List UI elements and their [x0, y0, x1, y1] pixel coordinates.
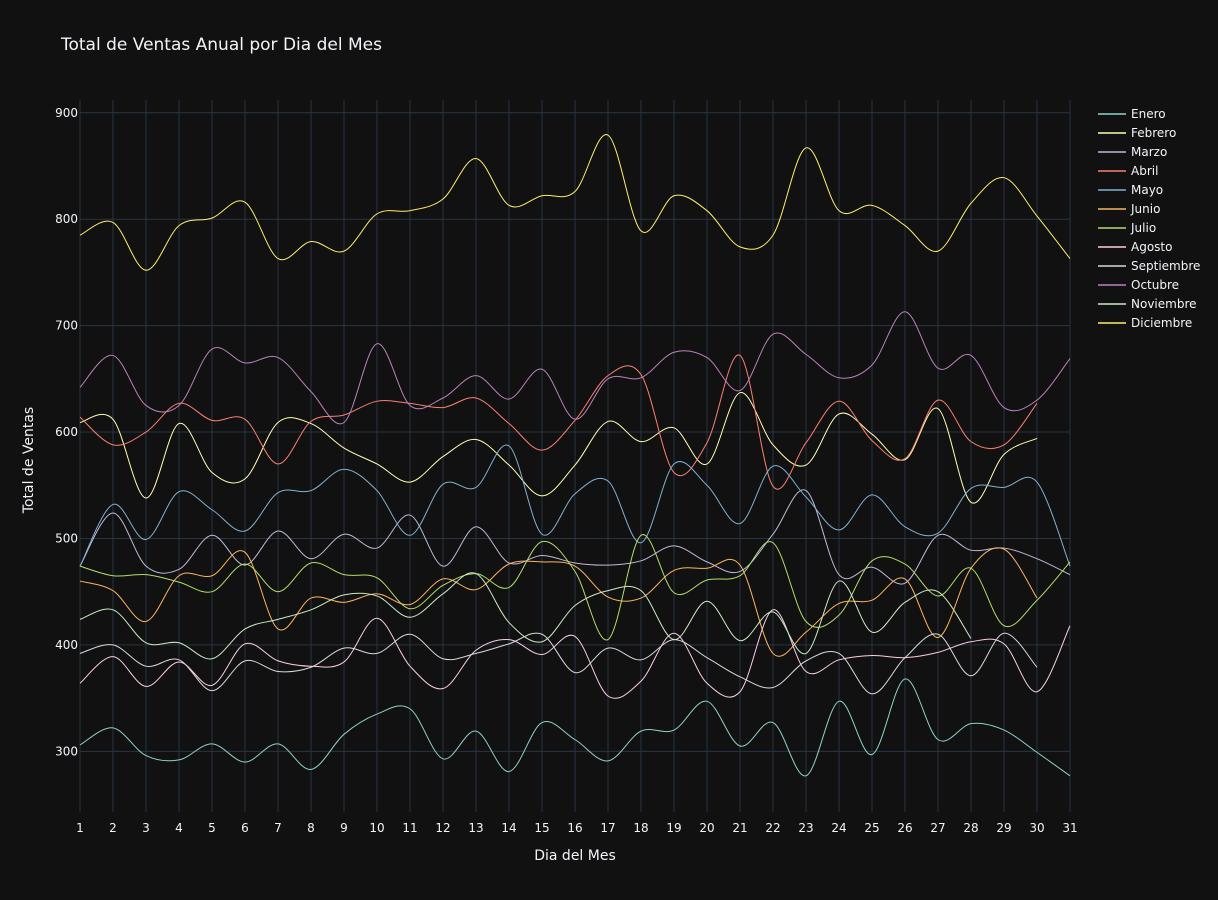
x-tick-label: 11 — [402, 821, 417, 835]
y-tick-label: 300 — [55, 744, 78, 758]
legend-label: Octubre — [1131, 278, 1179, 292]
x-tick-label: 6 — [241, 821, 249, 835]
series-line-diciembre — [79, 134, 1071, 271]
x-tick-label: 2 — [109, 821, 117, 835]
legend-label: Marzo — [1131, 145, 1167, 159]
series-line-julio — [79, 534, 1071, 641]
x-axis-ticks: 1 2 3 4 5 6 7 8 9 10 11 12 13 14 15 16 17 18 19 20 21 22 23 24 2… — [76, 821, 1077, 835]
legend-label: Agosto — [1131, 240, 1172, 254]
x-tick-label: 27 — [930, 821, 945, 835]
x-tick-label: 29 — [996, 821, 1011, 835]
legend-label: Septiembre — [1131, 259, 1200, 273]
x-tick-label: 20 — [699, 821, 714, 835]
series-line-octubre — [79, 311, 1071, 425]
legend-label: Mayo — [1131, 183, 1163, 197]
x-tick-label: 15 — [534, 821, 549, 835]
y-tick-label: 400 — [55, 638, 78, 652]
chart-title: Total de Ventas Anual por Dia del Mes — [60, 35, 382, 55]
series-line-marzo — [79, 489, 1071, 585]
x-tick-label: 9 — [340, 821, 348, 835]
legend-item-abril[interactable]: Abril — [1098, 164, 1158, 178]
legend-item-octubre[interactable]: Octubre — [1098, 278, 1179, 292]
legend-label: Junio — [1130, 202, 1160, 216]
x-tick-label: 16 — [567, 821, 582, 835]
series-line-noviembre — [79, 572, 972, 660]
legend-item-febrero[interactable]: Febrero — [1098, 126, 1176, 140]
legend-item-junio[interactable]: Junio — [1098, 202, 1160, 216]
legend-label: Enero — [1131, 107, 1166, 121]
x-tick-label: 19 — [666, 821, 681, 835]
x-tick-label: 4 — [175, 821, 183, 835]
x-tick-label: 31 — [1062, 821, 1077, 835]
x-tick-label: 25 — [864, 821, 879, 835]
x-tick-label: 12 — [435, 821, 450, 835]
y-tick-label: 900 — [55, 106, 78, 120]
y-axis-ticks: 300 400 500 600 700 800 900 — [55, 106, 78, 759]
y-tick-label: 700 — [55, 319, 78, 333]
x-tick-label: 28 — [963, 821, 978, 835]
legend-label: Noviembre — [1131, 297, 1197, 311]
series-line-abril — [79, 354, 1038, 490]
x-tick-label: 22 — [765, 821, 780, 835]
legend-item-septiembre[interactable]: Septiembre — [1098, 259, 1200, 273]
legend: Enero Febrero Marzo Abril Mayo Junio Julio Agos… — [1098, 107, 1200, 330]
legend-label: Abril — [1131, 164, 1158, 178]
x-tick-label: 7 — [274, 821, 282, 835]
x-tick-label: 23 — [798, 821, 813, 835]
x-tick-label: 5 — [208, 821, 216, 835]
series-line-febrero — [79, 392, 1038, 504]
series-line-enero — [79, 678, 1071, 777]
y-tick-label: 600 — [55, 425, 78, 439]
x-tick-label: 30 — [1029, 821, 1044, 835]
x-tick-label: 24 — [831, 821, 846, 835]
legend-label: Diciembre — [1131, 316, 1192, 330]
series-line-mayo — [79, 444, 1071, 567]
x-tick-label: 1 — [76, 821, 84, 835]
x-tick-label: 10 — [369, 821, 384, 835]
grid-layer — [79, 100, 1071, 812]
series-line-junio — [79, 547, 1038, 657]
series-line-septiembre — [79, 632, 1038, 695]
legend-item-enero[interactable]: Enero — [1098, 107, 1166, 121]
x-tick-label: 18 — [633, 821, 648, 835]
legend-label: Julio — [1130, 221, 1156, 235]
legend-item-mayo[interactable]: Mayo — [1098, 183, 1163, 197]
x-tick-label: 17 — [600, 821, 615, 835]
x-tick-label: 26 — [897, 821, 912, 835]
x-tick-label: 13 — [468, 821, 483, 835]
x-tick-label: 8 — [307, 821, 315, 835]
x-tick-label: 21 — [732, 821, 747, 835]
series-lines — [79, 134, 1071, 777]
legend-item-marzo[interactable]: Marzo — [1098, 145, 1167, 159]
x-tick-label: 14 — [501, 821, 516, 835]
x-axis-title: Dia del Mes — [534, 848, 616, 864]
legend-item-agosto[interactable]: Agosto — [1098, 240, 1172, 254]
legend-label: Febrero — [1131, 126, 1176, 140]
y-axis-title: Total de Ventas — [21, 407, 37, 514]
y-tick-label: 800 — [55, 212, 78, 226]
legend-item-diciembre[interactable]: Diciembre — [1098, 316, 1192, 330]
legend-item-julio[interactable]: Julio — [1098, 221, 1156, 235]
legend-item-noviembre[interactable]: Noviembre — [1098, 297, 1197, 311]
y-tick-label: 500 — [55, 531, 78, 545]
x-tick-label: 3 — [142, 821, 150, 835]
